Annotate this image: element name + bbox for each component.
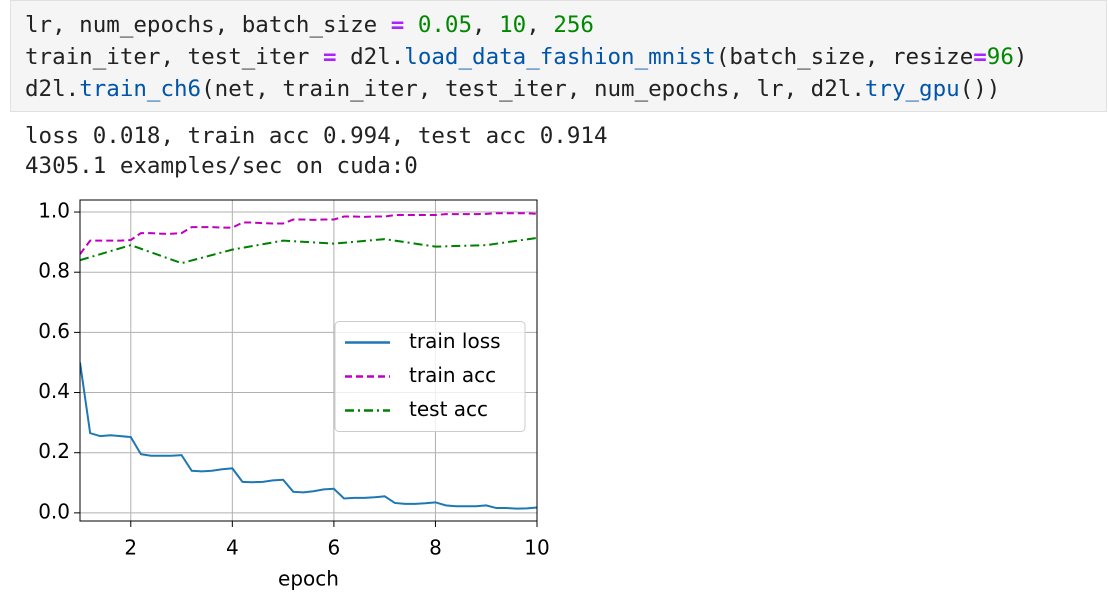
legend bbox=[334, 321, 526, 432]
code-token: (batch_size, resize bbox=[715, 44, 974, 70]
code-token: train_iter, test_iter bbox=[25, 44, 324, 70]
code-token: = bbox=[973, 44, 987, 70]
output: loss 0.018, train acc 0.994, test acc 0.… bbox=[25, 121, 607, 181]
code-cell[interactable]: lr, num_epochs, batch_size = 0.05, 10, 2… bbox=[10, 0, 1107, 112]
code-token: load_data_fashion_mnist bbox=[404, 44, 716, 70]
y-tick-label: 0.4 bbox=[38, 379, 70, 403]
x-tick-label: 10 bbox=[524, 536, 549, 560]
legend-label: test acc bbox=[409, 397, 488, 421]
x-tick-label: 6 bbox=[328, 536, 341, 560]
code-token: ) bbox=[1013, 44, 1028, 70]
legend-label: train loss bbox=[409, 329, 501, 353]
code-token: train_ch6 bbox=[79, 76, 202, 102]
legend-label: train acc bbox=[409, 363, 496, 387]
y-tick-label: 0.6 bbox=[38, 319, 70, 343]
code-token: , bbox=[526, 12, 554, 38]
x-tick-label: 8 bbox=[429, 536, 442, 560]
code: lr, num_epochs, batch_size = 0.05, 10, 2… bbox=[25, 9, 1027, 105]
series-line bbox=[80, 362, 537, 510]
code-token: 96 bbox=[986, 44, 1014, 70]
code-token: (net, train_iter, test_iter, num_epochs,… bbox=[201, 76, 865, 102]
y-tick-label: 0.8 bbox=[38, 259, 70, 283]
plot-frame bbox=[79, 199, 538, 522]
x-axis-label: epoch bbox=[278, 567, 339, 591]
code-token: 256 bbox=[553, 12, 594, 38]
code-token: , bbox=[472, 12, 500, 38]
code-token: lr, num_epochs, batch_size bbox=[25, 12, 391, 38]
code-line: d2l.train_ch6(net, train_iter, test_iter… bbox=[25, 73, 1027, 105]
code-line: lr, num_epochs, batch_size = 0.05, 10, 2… bbox=[25, 9, 1027, 41]
y-tick-label: 0.2 bbox=[38, 439, 70, 463]
series-line bbox=[80, 236, 537, 265]
code-line: train_iter, test_iter = d2l.load_data_fa… bbox=[25, 41, 1027, 73]
code-token: d2l. bbox=[336, 44, 405, 70]
code-token: try_gpu bbox=[864, 76, 960, 102]
output-line: loss 0.018, train acc 0.994, test acc 0.… bbox=[25, 123, 608, 149]
code-token: = bbox=[323, 44, 337, 70]
code-token: 0.05 bbox=[417, 12, 473, 38]
y-tick-label: 0.0 bbox=[38, 499, 70, 523]
code-token: ()) bbox=[959, 76, 1001, 102]
code-token: = bbox=[390, 12, 405, 38]
y-tick-label: 1.0 bbox=[38, 199, 70, 223]
x-tick-label: 4 bbox=[226, 536, 239, 560]
output-line: 4305.1 examples/sec on cuda:0 bbox=[25, 153, 418, 179]
code-token: d2l. bbox=[25, 76, 80, 102]
x-tick-label: 2 bbox=[124, 536, 137, 560]
code-token: 10 bbox=[499, 12, 527, 38]
